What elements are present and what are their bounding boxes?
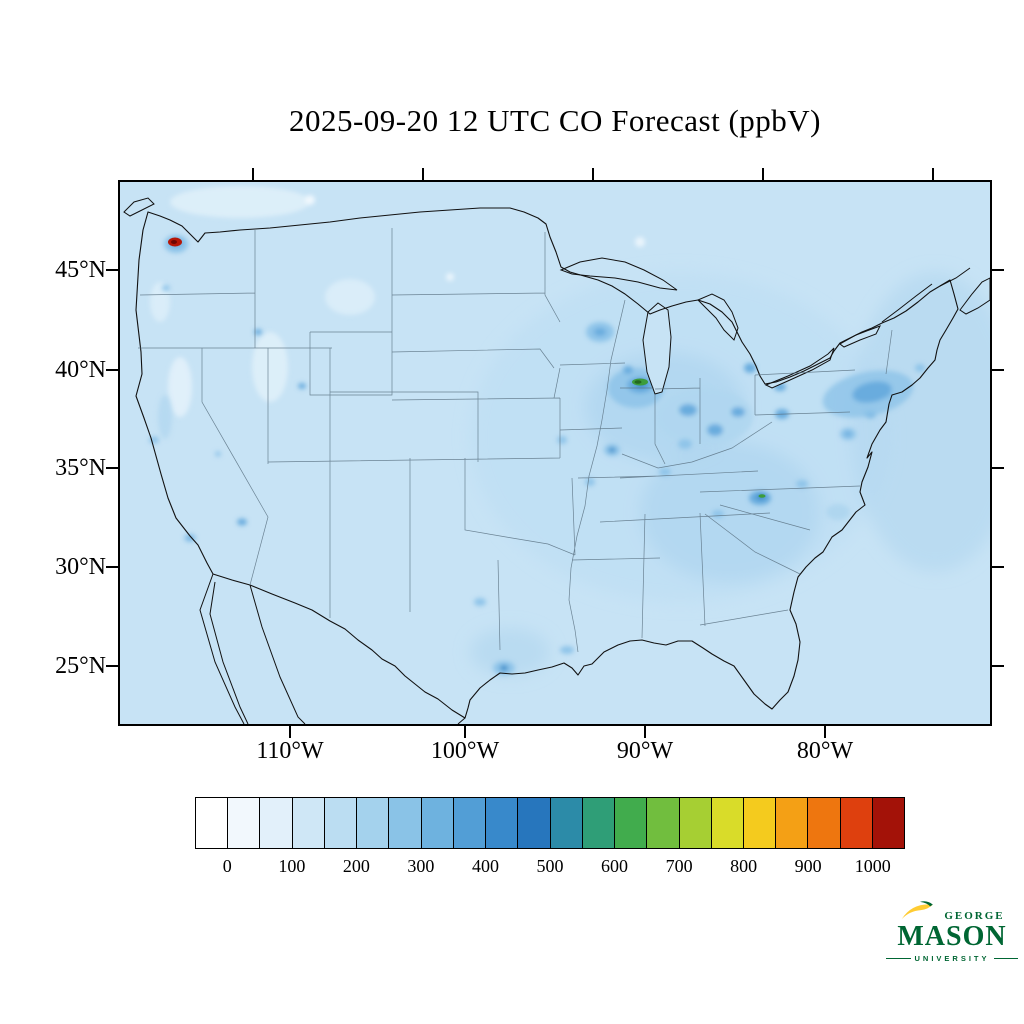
co-concentration-map: [120, 182, 990, 724]
colorbar-segment: [292, 798, 325, 848]
axis-tick-bottom: [824, 726, 826, 738]
co-extreme-hotspots: [168, 237, 766, 498]
colorbar-tick-label: 600: [601, 856, 629, 876]
axis-tick-left: [106, 665, 118, 667]
colorbar-segment: [615, 798, 648, 848]
lon-tick-label: 100°W: [430, 738, 500, 764]
axis-tick-left: [106, 369, 118, 371]
map-frame: [118, 180, 992, 726]
logo-rule-right: [993, 958, 1019, 959]
axis-tick-top: [762, 168, 764, 180]
axis-tick-right: [992, 369, 1004, 371]
axis-tick-left: [106, 269, 118, 271]
lat-tick-label: 45°N: [55, 257, 106, 283]
gmu-mason-text: MASON: [897, 921, 1007, 952]
colorbar-segment: [389, 798, 422, 848]
axis-tick-right: [992, 566, 1004, 568]
axis-tick-bottom: [464, 726, 466, 738]
logo-rule-left: [886, 958, 911, 959]
axis-tick-top: [422, 168, 424, 180]
lat-tick-label: 35°N: [55, 455, 106, 481]
low-co-patches: [150, 186, 645, 417]
colorbar-tick-label: 800: [730, 856, 758, 876]
colorbar-segment: [550, 798, 583, 848]
colorbar-tick-label: 100: [278, 856, 306, 876]
axis-tick-top: [252, 168, 254, 180]
lon-tick-label: 90°W: [616, 738, 674, 764]
us-outline: [135, 207, 959, 719]
neighbor-coastlines: [123, 197, 990, 724]
colorbar-tick-label: 500: [536, 856, 564, 876]
state-borders: [138, 228, 893, 653]
colorbar-segment: [196, 798, 229, 848]
gmu-leaf-icon: [902, 901, 934, 920]
colorbar-segment: [872, 798, 905, 848]
axis-tick-top: [932, 168, 934, 180]
colorbar-segment: [518, 798, 551, 848]
colorbar-tick-label: 200: [342, 856, 370, 876]
axis-tick-top: [592, 168, 594, 180]
colorbar-tick-label: 300: [407, 856, 435, 876]
gmu-logo: GEORGE MASON UNIVERSITY: [886, 900, 1019, 963]
colorbar-tick-label: 400: [471, 856, 499, 876]
colorbar-segment: [647, 798, 680, 848]
colorbar-segment: [357, 798, 390, 848]
colorbar-segment: [228, 798, 261, 848]
atlanta-hotspot: [758, 494, 766, 498]
axis-tick-left: [106, 566, 118, 568]
axis-tick-bottom: [644, 726, 646, 738]
gmu-university-row: UNIVERSITY: [886, 954, 1019, 963]
axis-tick-bottom: [289, 726, 291, 738]
axis-tick-right: [992, 467, 1004, 469]
colorbar-segment: [324, 798, 358, 848]
lat-tick-label: 25°N: [55, 653, 106, 679]
colorbar-segment: [260, 798, 293, 848]
colorbar-tick-label: 900: [794, 856, 822, 876]
lon-tick-label: 110°W: [256, 738, 324, 764]
colorbar-segment: [840, 798, 873, 848]
colorbar-segment: [679, 798, 712, 848]
gmu-university-text: UNIVERSITY: [914, 954, 990, 963]
axis-tick-right: [992, 269, 1004, 271]
lat-tick-label: 30°N: [55, 554, 106, 580]
colorbar-segment: [486, 798, 519, 848]
colorbar-segment: [582, 798, 616, 848]
colorbar-segment: [808, 798, 841, 848]
colorbar-tick-label: 700: [665, 856, 693, 876]
colorbar-segment: [711, 798, 744, 848]
axis-tick-left: [106, 467, 118, 469]
lat-tick-label: 40°N: [55, 357, 106, 383]
lon-tick-label: 80°W: [796, 738, 854, 764]
colorbar-tick-label: 0: [222, 856, 232, 876]
gmu-george-text: GEORGE: [944, 910, 1005, 922]
colorbar-segment: [453, 798, 487, 848]
chart-title: 2025-09-20 12 UTC CO Forecast (ppbV): [288, 103, 821, 138]
gmu-logo-top: GEORGE: [886, 900, 1018, 922]
great-lakes: [559, 257, 882, 395]
colorbar-segment: [776, 798, 809, 848]
axis-tick-right: [992, 665, 1004, 667]
colorbar-segment: [421, 798, 454, 848]
colorbar-segment: [743, 798, 777, 848]
colorbar-tick-label: 1000: [854, 856, 891, 876]
colorbar: [195, 797, 905, 849]
